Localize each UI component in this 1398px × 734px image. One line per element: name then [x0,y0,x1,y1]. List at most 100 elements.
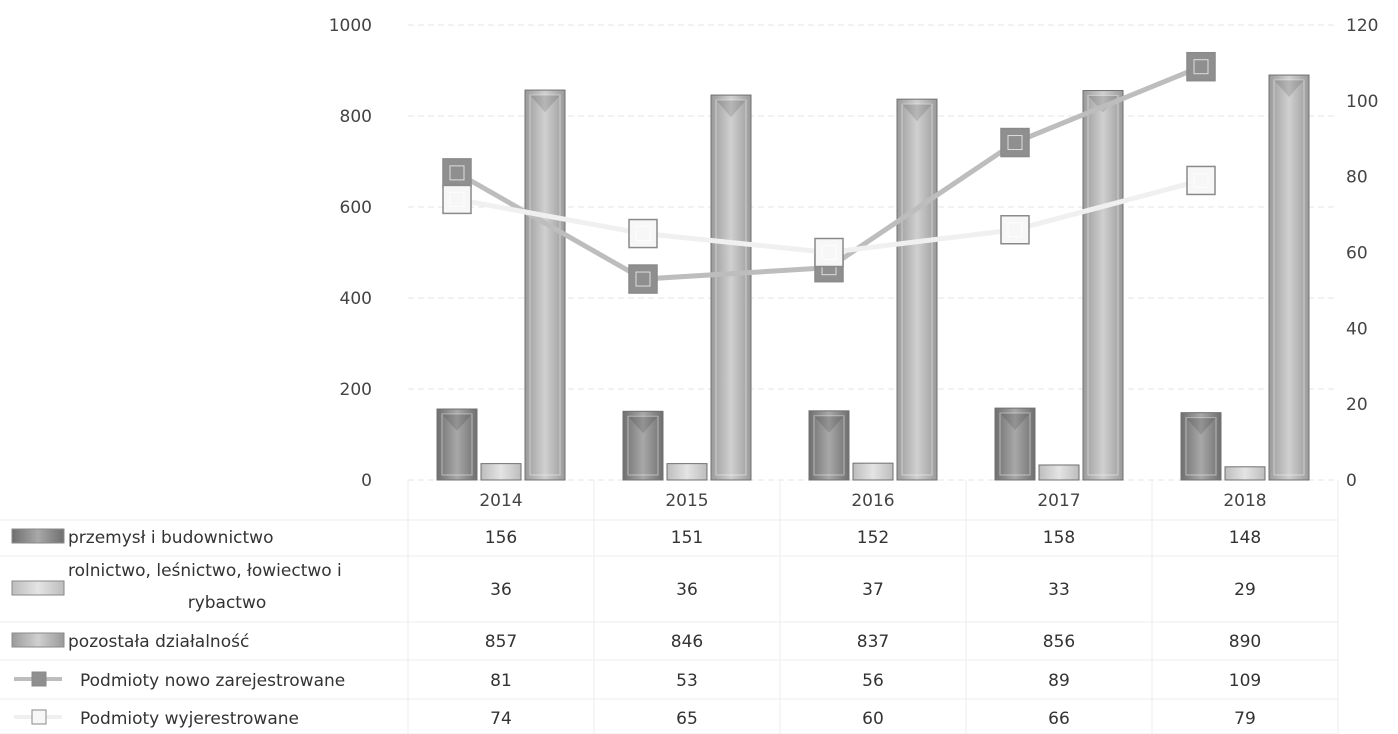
bar-1-2016 [852,462,894,481]
category-label-2014: 2014 [479,491,522,511]
table-cell-value: 36 [490,580,512,600]
marker-1-2014 [442,184,472,215]
series-label: przemysł i budownictwo [68,528,273,548]
table-cell-value: 36 [676,580,698,600]
bar-bevel [715,99,747,476]
right-tick-label: 20 [1346,395,1368,415]
bar-shade [1186,417,1216,435]
bar-2-2016 [896,98,938,481]
bar [666,463,708,481]
left-tick-label: 800 [340,107,372,127]
bar-bevel [441,413,473,476]
table-cell-value: 65 [676,709,698,729]
series-label: pozostała działalność [68,632,249,652]
marker-inner [635,226,651,242]
bar-0-2016 [808,410,850,481]
marker [814,237,844,268]
right-tick-label: 40 [1346,319,1368,339]
table-cell-value: 151 [671,528,703,548]
bar-1-2017 [1038,464,1080,481]
series-label: rolnictwo, leśnictwo, łowiectwo i [68,561,342,581]
line-series [442,51,1216,294]
bar-bevel [627,415,659,476]
table-cell-value: 33 [1048,580,1070,600]
bar-bevel [1185,417,1217,476]
category-label-2015: 2015 [665,491,708,511]
bar-2-2017 [1082,90,1124,481]
bar-bevel [999,412,1031,476]
series-label: Podmioty nowo zarejestrowane [80,671,345,691]
marker [628,264,658,294]
bar [1268,74,1310,481]
marker-1-2017 [1000,215,1030,245]
category-labels: 2014 2015 2016 2017 2018 [479,491,1266,511]
bar-shade [716,100,746,118]
marker [1000,127,1030,158]
marker-1-2016 [814,237,844,268]
data-table: przemysł i budownictwo 156 151 152 158 148 rol… [0,480,1339,734]
right-tick-label: 60 [1346,244,1368,264]
table-cell-value: 837 [857,632,889,652]
right-axis-ticks: 0 20 40 60 80 100 120 [1346,16,1378,491]
bar [994,407,1036,481]
right-tick-label: 100 [1346,92,1378,112]
table-cell-value: 89 [1048,671,1070,691]
table-cell-value: 846 [671,632,703,652]
marker-1-2018 [1186,165,1216,196]
marker-inner [1007,222,1023,238]
bar-shade [902,104,932,122]
bar-shade [1000,413,1030,431]
marker-inner [1193,59,1209,75]
bar [896,98,938,481]
bar [1180,412,1222,481]
bar [524,89,566,481]
bar-0-2015 [622,410,664,481]
bar-shade [628,416,658,434]
bar-2-2015 [710,94,752,481]
bar-shade [1274,80,1304,98]
table-cell-value: 857 [485,632,517,652]
marker [1186,51,1216,82]
table-cell-value: 74 [490,709,512,729]
table-cell-value: 60 [862,709,884,729]
table-cell-value: 156 [485,528,517,548]
table-cell-value: 856 [1043,632,1075,652]
marker-1-2015 [628,218,658,249]
table-cell-value: 81 [490,671,512,691]
marker [442,158,472,188]
marker-inner [449,165,465,181]
bar-2-2014 [524,89,566,481]
bar-2-2018 [1268,74,1310,481]
legend-key-0 [11,528,65,544]
bar-bevel [813,415,845,476]
bar-shade [442,414,472,432]
left-tick-label: 1000 [329,16,372,36]
marker [628,218,658,249]
bar [480,463,522,481]
bar [852,462,894,481]
left-tick-label: 0 [361,471,372,491]
series-label: Podmioty wyjerestrowane [80,709,299,729]
marker-0-2018 [1186,51,1216,82]
legend-key-marker-3 [31,671,47,687]
bar-0-2018 [1180,412,1222,481]
bar-shade [814,415,844,433]
category-label-2016: 2016 [851,491,894,511]
left-tick-label: 200 [340,380,372,400]
bar-0-2017 [994,407,1036,481]
bar-bevel [1087,95,1119,476]
bar [710,94,752,481]
marker [442,184,472,215]
category-label-2018: 2018 [1223,491,1266,511]
bar-1-2014 [480,463,522,481]
marker-inner [449,191,465,207]
bar [1038,464,1080,481]
table-cell-value: 53 [676,671,698,691]
marker-0-2014 [442,158,472,188]
bar-1-2015 [666,463,708,481]
table-cell-value: 109 [1229,671,1261,691]
legend-key-2 [11,632,65,648]
bar-1-2018 [1224,466,1266,481]
category-label-2017: 2017 [1037,491,1080,511]
